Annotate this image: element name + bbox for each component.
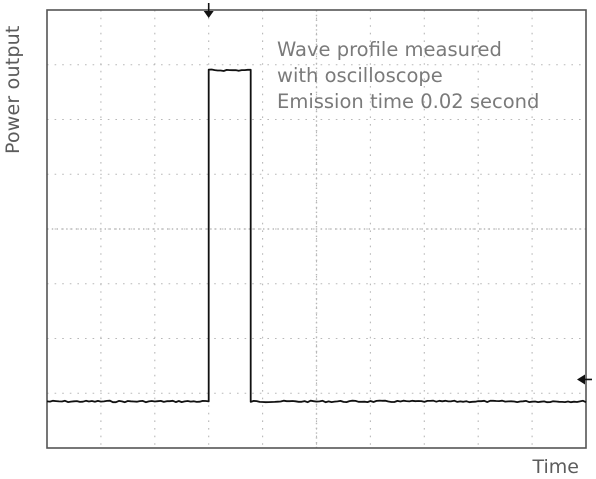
waveform-trace bbox=[46, 68, 587, 404]
annotation-line-1: Wave profile measured bbox=[277, 38, 502, 61]
plot-frame bbox=[46, 9, 587, 449]
annotation-line-3: Emission time 0.02 second bbox=[277, 90, 540, 113]
trigger-level-marker-icon bbox=[577, 374, 585, 385]
trigger-position-marker-icon bbox=[203, 11, 214, 18]
annotation-line-2: with oscilloscope bbox=[277, 64, 443, 87]
y-axis-label: Power output bbox=[2, 25, 24, 154]
annotation-text: Wave profile measured with oscilloscope … bbox=[277, 37, 577, 115]
x-axis-label: Time bbox=[532, 456, 580, 478]
